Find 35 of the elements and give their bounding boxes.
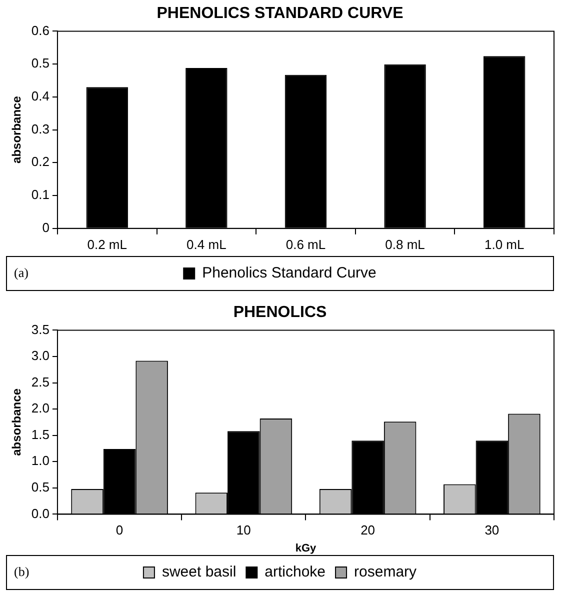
y-tick-label: 3.0 [31, 348, 50, 364]
chart-title: PHENOLICS [233, 304, 327, 322]
legend-label: rosemary [354, 564, 418, 581]
y-tick-label: 1.0 [31, 453, 50, 468]
y-axis-title: absorbance [10, 96, 24, 164]
text: (a) [14, 264, 28, 280]
y-tick-label: 0.4 [31, 88, 50, 104]
y-tick-label: 0.5 [31, 479, 50, 494]
x-tick-label: 0.2 mL [87, 236, 127, 252]
y-tick-label: 0.0 [31, 506, 50, 521]
y-tick-label: 0.6 [31, 22, 50, 38]
x-tick-label: 0.4 mL [186, 236, 226, 252]
text: (b) [14, 564, 30, 579]
y-tick-label: 0.5 [31, 56, 50, 71]
y-tick-label: 0.3 [31, 121, 50, 136]
x-tick-label: 0 [116, 522, 124, 538]
legend-label: artichoke [264, 564, 326, 581]
x-tick-label: 0.8 mL [385, 236, 425, 252]
x-tick-label: 10 [236, 522, 251, 538]
x-tick-label: 1.0 mL [484, 236, 524, 252]
x-axis-title: kGy [295, 542, 318, 554]
y-tick-label: 3.5 [31, 322, 50, 337]
x-tick-label: 30 [484, 522, 500, 538]
y-tick-label: 2.0 [31, 400, 50, 416]
chart-title: PHENOLICS STANDARD CURVE [156, 5, 404, 22]
y-tick-label: 2.5 [31, 374, 50, 390]
y-tick-label: 0.2 [31, 154, 50, 170]
y-tick-label: 0.1 [31, 187, 50, 202]
y-axis-title: absorbance [10, 388, 24, 456]
legend-label: sweet basil [162, 564, 236, 581]
legend-label: Phenolics Standard Curve [202, 264, 376, 282]
y-tick-label: 0 [42, 220, 50, 235]
x-tick-label: 0.6 mL [286, 236, 326, 252]
y-tick-label: 1.5 [31, 426, 50, 442]
x-tick-label: 20 [360, 522, 376, 538]
